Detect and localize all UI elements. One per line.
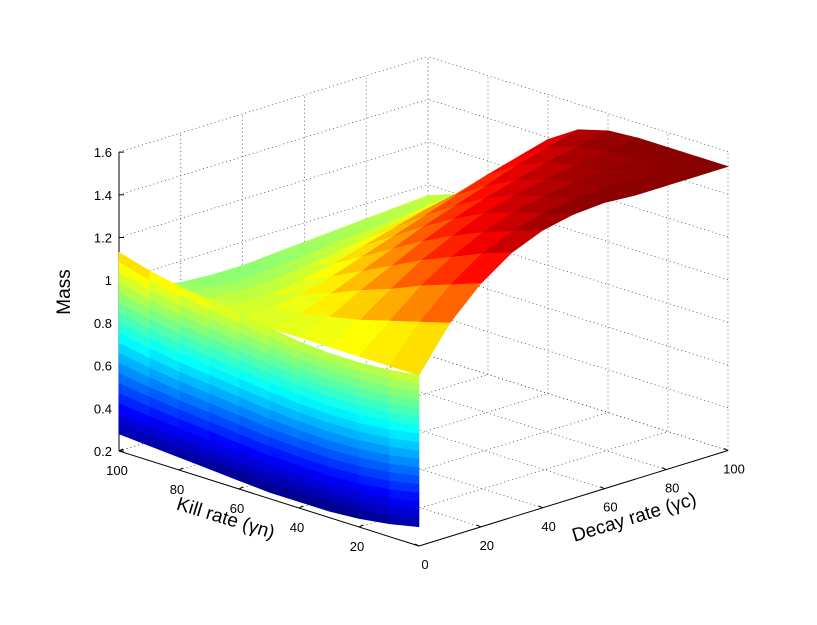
grid-line-23 xyxy=(304,393,605,490)
z-tick-label-0.8: 0.8 xyxy=(94,316,112,331)
tick-mark-12 xyxy=(118,448,124,452)
kill-rate-axis-line xyxy=(118,450,420,547)
z-tick-label-0.2: 0.2 xyxy=(94,444,112,459)
wall-patch-9-17 xyxy=(118,423,150,447)
kill-tick-label-20: 20 xyxy=(350,539,364,554)
tick-mark-13 xyxy=(414,543,420,547)
z-tick-label-1: 1 xyxy=(105,273,112,288)
grid-line-1 xyxy=(427,355,729,451)
decay-tick-label-80: 80 xyxy=(665,481,679,496)
decay-tick-label-0: 0 xyxy=(421,557,428,572)
grid-line-25 xyxy=(366,374,667,470)
decay-tick-label-60: 60 xyxy=(603,500,617,515)
kill-tick-label-100: 100 xyxy=(106,463,128,478)
z-tick-label-0.4: 0.4 xyxy=(94,401,112,416)
tick-mark-14 xyxy=(476,524,482,528)
tick-mark-17 xyxy=(661,467,667,471)
decay-tick-label-100: 100 xyxy=(723,462,745,477)
tick-mark-11 xyxy=(178,467,184,471)
tick-mark-18 xyxy=(723,448,729,451)
kill-tick-label-40: 40 xyxy=(290,520,304,535)
grid-line-5 xyxy=(427,269,729,366)
z-tick-label-1.4: 1.4 xyxy=(94,188,112,203)
z-axis-title: Mass xyxy=(54,269,75,314)
grid-line-11 xyxy=(427,141,729,238)
kill-tick-label-80: 80 xyxy=(170,482,184,497)
grid-line-12 xyxy=(118,98,429,196)
decay-tick-label-20: 20 xyxy=(480,538,494,553)
tick-mark-9 xyxy=(298,505,304,509)
grid-line-19 xyxy=(180,431,481,528)
grid-line-7 xyxy=(427,227,729,323)
decay-rate-axis-title: Decay rate (γc) xyxy=(570,489,699,547)
grid-line-21 xyxy=(242,412,543,509)
surface-patch-0-0 xyxy=(388,321,451,376)
kill-rate-axis-title: Kill rate (γn) xyxy=(174,494,277,544)
z-tick-label-1.6: 1.6 xyxy=(94,145,112,160)
decay-tick-label-40: 40 xyxy=(541,519,555,534)
tick-mark-15 xyxy=(538,505,543,509)
kill-tick-label-60: 60 xyxy=(230,501,244,516)
decay-rate-axis-line xyxy=(418,450,729,547)
z-tick-label-1.2: 1.2 xyxy=(94,231,112,246)
z-tick-label-0.6: 0.6 xyxy=(94,359,112,374)
tick-mark-16 xyxy=(600,486,605,490)
tick-mark-10 xyxy=(238,486,244,490)
grid-line-3 xyxy=(427,312,729,409)
axis-layer: 0.2 0.4 0.6 0.8 1 1.2 1.4 1.6 20 40 60 80 100 0 20 40 60… xyxy=(94,145,745,572)
grid-line-9 xyxy=(427,184,729,281)
tick-mark-8 xyxy=(358,524,364,528)
grid-line-15 xyxy=(427,56,729,152)
grid-line-14 xyxy=(118,56,429,153)
grid-line-27 xyxy=(427,355,729,451)
surface-layer xyxy=(118,129,730,528)
